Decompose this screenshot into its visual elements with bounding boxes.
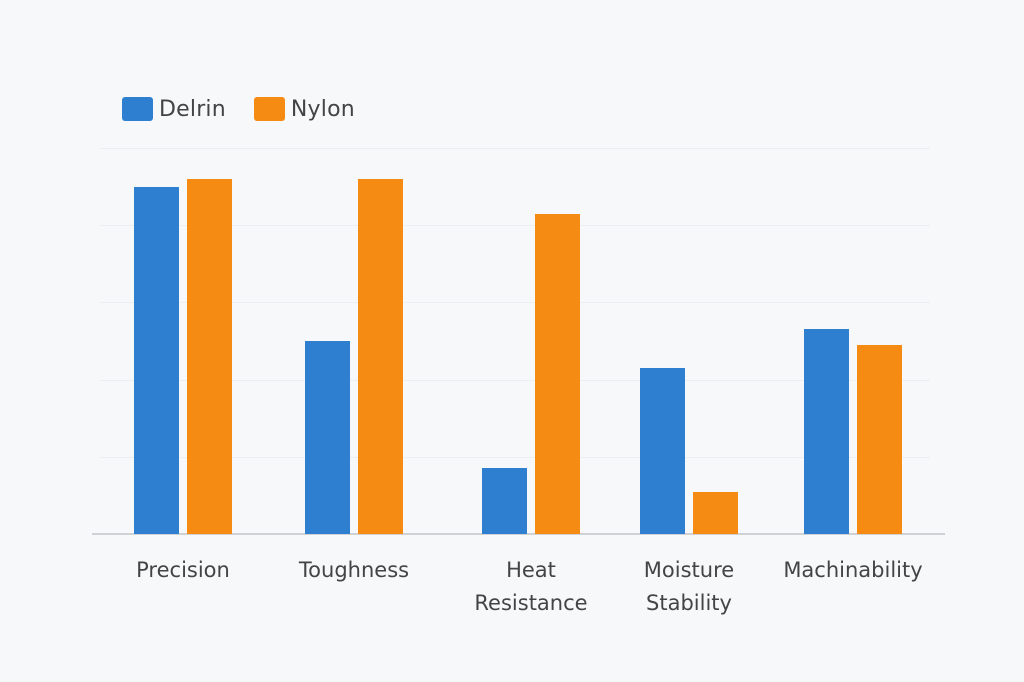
gridline bbox=[100, 148, 930, 149]
bar-delrin-toughness bbox=[305, 341, 350, 534]
legend-swatch-delrin bbox=[122, 97, 153, 121]
bar-nylon-precision bbox=[187, 179, 232, 534]
x-tick-label: Heat Resistance bbox=[474, 558, 588, 615]
x-tick-label: Precision bbox=[136, 558, 230, 582]
x-axis-baseline bbox=[92, 533, 945, 535]
bar-delrin-machinability bbox=[804, 329, 849, 534]
legend: Delrin Nylon bbox=[122, 96, 383, 122]
gridline bbox=[100, 225, 930, 226]
x-tick-label: Moisture Stability bbox=[643, 558, 735, 615]
x-tick-label: Machinability bbox=[783, 558, 923, 582]
legend-label-nylon: Nylon bbox=[290, 96, 355, 122]
x-tick-label: Toughness bbox=[298, 558, 410, 582]
gridline bbox=[100, 302, 930, 303]
gridline bbox=[100, 380, 930, 381]
bar-nylon-heat-resistance bbox=[535, 214, 580, 534]
legend-label-delrin: Delrin bbox=[159, 96, 226, 122]
bar-delrin-precision bbox=[134, 187, 179, 534]
legend-item-nylon: Nylon bbox=[253, 96, 355, 122]
gridline bbox=[100, 457, 930, 458]
bar-nylon-moisture-stability bbox=[693, 492, 738, 534]
legend-swatch-nylon bbox=[253, 97, 285, 121]
bar-nylon-toughness bbox=[358, 179, 403, 534]
legend-item-delrin: Delrin bbox=[122, 97, 226, 122]
bar-nylon-machinability bbox=[857, 345, 902, 534]
bar-delrin-heat-resistance bbox=[482, 468, 527, 534]
bar-delrin-moisture-stability bbox=[640, 368, 685, 534]
